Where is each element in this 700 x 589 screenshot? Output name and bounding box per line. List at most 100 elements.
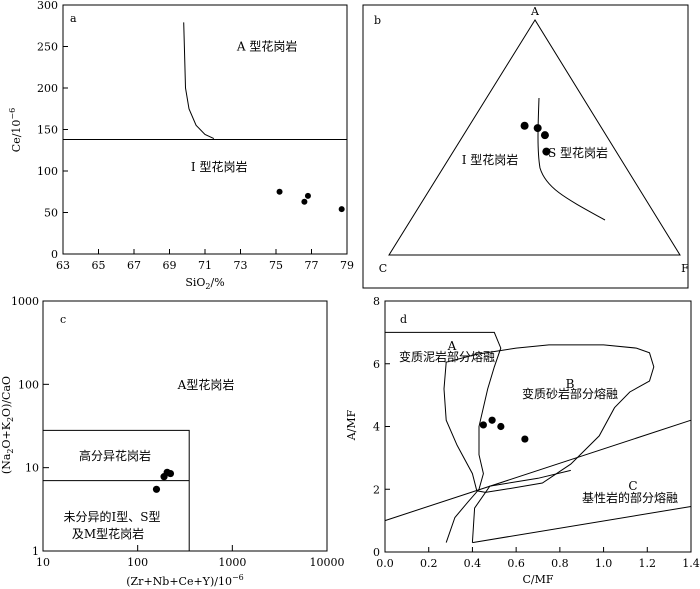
panel-d-point [488,416,496,424]
panel-a: a 63 65 67 69 71 73 75 77 79 050100150200250300 … [8,0,354,291]
panel-a-y-label: Ce/10−6 [8,108,23,152]
panel-b: b A C F I 型花岗岩 S 型花岗岩 [362,4,689,289]
panel-d-boundary-0 [385,331,502,543]
panel-d-point [479,421,487,429]
panel-d-field-c-letter: C [628,479,637,493]
panel-a-y-tick-label: 50 [44,207,58,220]
panel-d-boundary-1 [443,344,655,493]
panel-a-x-tick-label: 63 [56,259,70,272]
panel-c-letter: c [60,313,66,326]
panel-a-x-tick-label: 69 [163,259,177,272]
panel-b-point [533,124,542,133]
panel-d-field-c-label: 基性岩的部分熔融 [582,490,678,505]
panel-d-y-tick-label: 6 [373,358,380,371]
panel-a-x-tick-label: 75 [269,259,283,272]
panel-d-y-tick-label: 8 [373,295,380,308]
panel-c-y-tick-label: 1 [32,545,39,558]
panel-b-point [520,121,529,130]
panel-a-y-tick-label: 0 [51,248,58,261]
panel-c-y-ticks: 1 10 100 1000 [11,295,49,558]
panel-c-points [152,468,175,493]
panel-a-frame [62,4,348,255]
ternary-triangle [388,19,681,256]
panel-b-frame [362,4,689,289]
panel-a-x-tick-label: 65 [92,259,106,272]
panel-d-x-ticks: 0.0 0.2 0.4 0.6 0.8 1.0 1.2 1.4 [376,547,700,570]
panel-d-field-a-label: 变质泥岩部分熔融 [399,349,495,364]
vertex-c-label: C [379,262,387,275]
panel-a-field-i-type: I 型花岗岩 [191,159,248,174]
panel-b-field-i-type: I 型花岗岩 [462,152,519,167]
panel-d-field-a-letter: A [447,339,457,353]
panel-d-boundary-4 [471,469,571,543]
panel-d-x-tick-label: 1.4 [682,557,700,570]
panel-d-x-tick-label: 0.8 [551,557,569,570]
panel-d-x-tick-label: 0.4 [464,557,482,570]
panel-d-field-b-letter: B [566,377,575,391]
panel-c-x-ticks: 10 100 1000 10000 [36,545,345,569]
panel-a-y-tick-label: 150 [37,124,58,137]
vertex-f-label: F [681,262,689,275]
panel-c-x-tick-label: 1000 [218,556,246,569]
panel-d-y-tick-label: 0 [373,546,380,559]
panel-a-x-label: SiO2/% [185,276,224,291]
panel-a-y-tick-label: 200 [37,82,58,95]
panel-a-points [276,188,345,213]
panel-d-point [521,435,529,443]
panel-d-x-tick-label: 0.6 [507,557,525,570]
panel-a-field-a-type: A 型花岗岩 [236,39,297,54]
panel-d-y-tick-label: 2 [373,483,380,496]
panel-c-x-label: (Zr+Nb+Ce+Y)/10−6 [126,573,244,588]
vertex-a-label: A [530,5,540,18]
panel-a-x-ticks: 63 65 67 69 71 73 75 77 79 [56,249,354,272]
panel-c-boundary-box [43,429,190,551]
panel-a-x-tick-label: 73 [234,259,248,272]
panel-b-points [520,121,551,156]
panel-c-y-tick-label: 1000 [11,295,39,308]
panel-d-letter: d [400,313,407,326]
panel-d-field-b-label: 变质砂岩部分熔融 [522,386,618,401]
panel-a-y-ticks: 0 50 100 150 200 250 300 [37,0,68,261]
panel-c-x-tick-label: 10000 [310,556,345,569]
panel-c-y-label: (Na2O+K2O)/CaO [0,376,15,474]
panel-d: d 0.0 0.2 0.4 0.6 0.8 1.0 1.2 1.4 0 2 4 6 8 A 变质泥岩部… [345,295,700,586]
panel-a-x-tick-label: 67 [127,259,141,272]
panel-b-letter: b [374,14,381,27]
panel-b-field-s-type: S 型花岗岩 [548,145,608,160]
panel-a-point [338,206,345,213]
panel-d-x-label: C/MF [522,573,553,586]
panel-b-boundary-curve [537,97,606,221]
panel-a-y-tick-label: 300 [37,0,58,12]
panel-c-field-unfractionated-2: 及M型花岗岩 [72,526,144,541]
panel-d-points [479,416,529,443]
panel-d-x-tick-label: 0.2 [420,557,438,570]
panel-d-x-tick-label: 1.2 [639,557,657,570]
panel-b-point [542,147,551,156]
panel-d-y-ticks: 0 2 4 6 8 [373,295,390,559]
panel-d-boundary-2 [384,419,692,522]
panel-c-field-fractionated: 高分异花岗岩 [79,448,151,463]
panel-d-boundary-3 [472,506,692,544]
panel-a-y-tick-label: 250 [37,41,58,54]
panel-c-point [152,485,161,493]
panel-a-letter: a [70,12,77,25]
panel-a-point [304,192,311,199]
panel-c-frame [42,300,328,552]
panel-d-boundaries [384,331,692,544]
panel-a-point [301,198,308,205]
panel-c-point [166,469,175,478]
panel-a-point [276,188,283,195]
panel-d-y-label: A/MF [345,409,358,441]
panel-a-y-tick-label: 100 [37,165,58,178]
panel-a-boundary-curve [183,22,215,140]
panel-d-point [497,422,505,431]
panel-d-y-tick-label: 4 [373,421,380,434]
panel-c-x-tick-label: 100 [127,556,148,569]
panel-a-x-tick-label: 71 [198,259,212,272]
panel-c-y-tick-label: 10 [25,462,39,475]
panel-a-x-tick-label: 77 [305,259,319,272]
panel-c-y-tick-label: 100 [18,378,39,391]
panel-a-x-tick-label: 79 [340,259,354,272]
